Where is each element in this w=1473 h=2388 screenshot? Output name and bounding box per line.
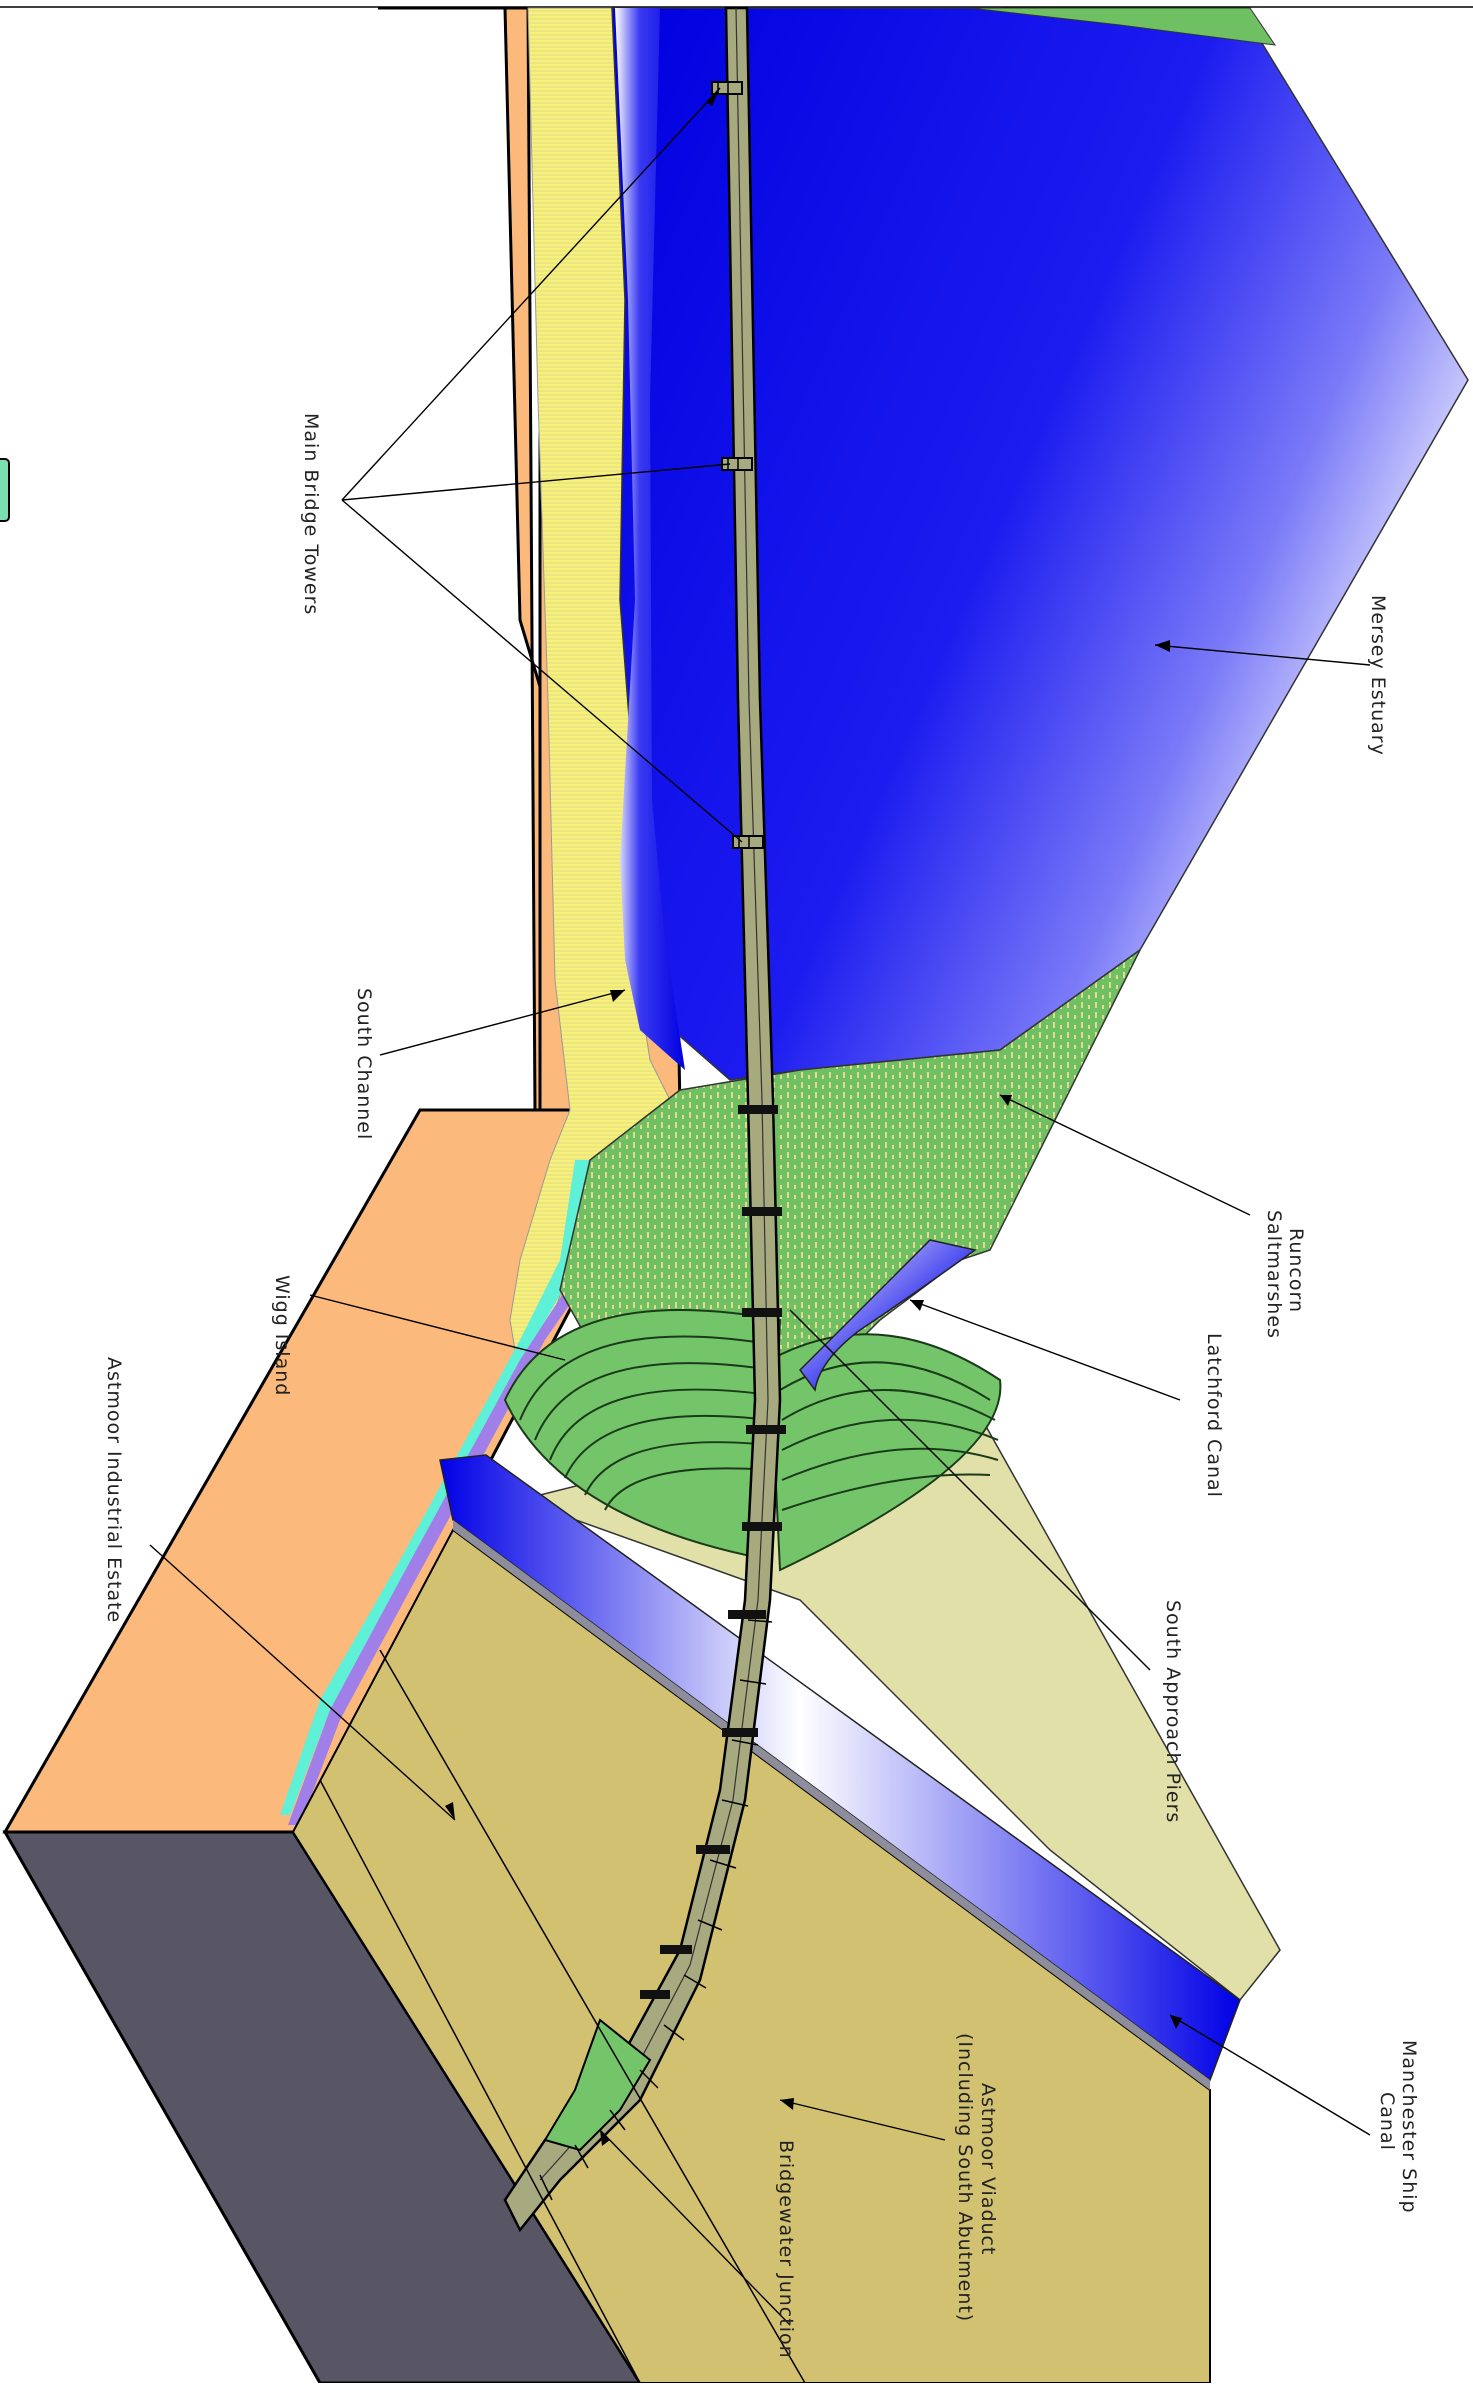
pier (746, 1425, 786, 1434)
pier (738, 1105, 778, 1114)
label-main-bridge-towers: Main Bridge Towers (300, 413, 322, 615)
main-bridge-tower-3 (732, 835, 764, 849)
bridge-deck (503, 6, 782, 2233)
deck-segments (539, 1619, 773, 2201)
leader-bridgewater (599, 2129, 791, 2326)
leader-astmoor-estate (149, 1544, 456, 1821)
label-canal: Canal (1376, 2092, 1398, 2151)
latchford-canal-water (799, 1239, 977, 1392)
cyan-edge-strip (280, 1160, 590, 1815)
label-including-south-abutment: (Including South Abutment) (954, 2033, 976, 2322)
south-channel-water (615, 8, 685, 1070)
label-runcorn: Runcorn (1285, 1228, 1307, 1313)
pier (640, 1990, 670, 1999)
ship-canal-bank (453, 1520, 1210, 2090)
label-manchester-ship: Manchester Ship (1398, 2040, 1420, 2214)
leader-tower-1 (341, 87, 721, 501)
label-mersey-estuary: Mersey Estuary (1367, 595, 1389, 756)
manchester-ship-canal (439, 1454, 1241, 2082)
south-approach-piers (640, 1105, 786, 1999)
leader-tower-3 (341, 499, 743, 843)
leader-saltmarshes (999, 1094, 1251, 1216)
label-bridgewater-junction: Bridgewater Junction (775, 2140, 797, 2359)
pier (728, 1610, 766, 1619)
label-south-channel: South Channel (353, 988, 375, 1140)
leader-lines (149, 87, 1371, 2326)
leader-approach-piers (789, 1309, 1151, 1671)
pier (660, 1945, 692, 1954)
main-bridge-tower-1 (711, 81, 743, 95)
pier (742, 1522, 782, 1531)
pier (742, 1207, 782, 1216)
label-astmoor-industrial-estate: Astmoor Industrial Estate (103, 1357, 125, 1623)
label-south-approach-piers: South Approach Piers (1162, 1600, 1184, 1823)
leader-south-channel (379, 989, 626, 1056)
purple-edge-strip (288, 1275, 590, 1825)
south-abutment-segment (543, 2018, 652, 2152)
leader-arrowheads (445, 88, 1182, 2146)
leader-wigg-island (309, 1294, 566, 1361)
label-latchford-canal: Latchford Canal (1203, 1333, 1225, 1498)
label-astmoor-viaduct: Astmoor Viaduct (977, 2083, 999, 2255)
leader-viaduct (779, 2099, 946, 2141)
leader-latchford (909, 1299, 1181, 1401)
pier (722, 1728, 758, 1737)
north-bank-field (969, 7, 1277, 46)
pier (742, 1308, 782, 1317)
leader-mersey (1154, 644, 1371, 666)
leader-tower-2 (341, 463, 731, 501)
leader-ship-canal (1169, 2014, 1371, 2136)
label-wigg-island: Wigg Island (271, 1275, 293, 1396)
bridge-deck-centreline (539, 7, 769, 2181)
label-saltmarshes: Saltmarshes (1263, 1210, 1285, 1339)
layer-color-chip (0, 458, 10, 522)
pier (696, 1845, 730, 1854)
astmoor-reference-lines (319, 1649, 806, 2384)
